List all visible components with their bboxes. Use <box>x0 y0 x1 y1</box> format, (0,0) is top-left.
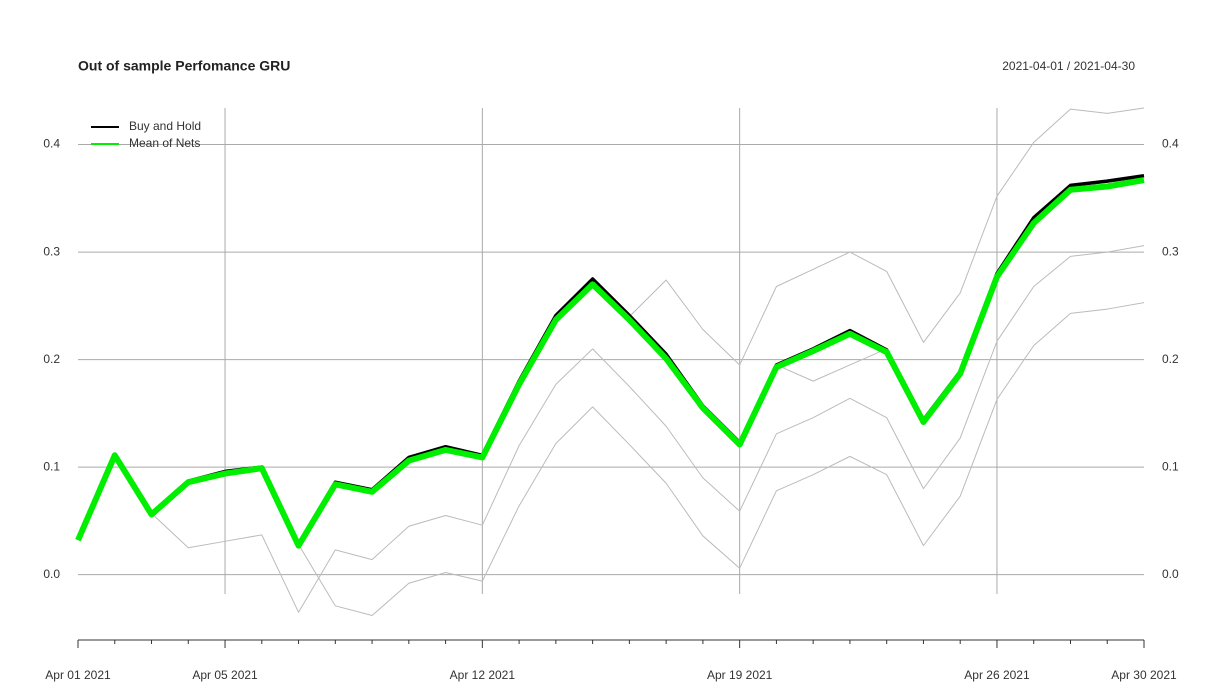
y-tick-label: 0.1 <box>43 459 60 473</box>
x-tick-label: Apr 01 2021 <box>45 668 111 682</box>
x-tick-label: Apr 26 2021 <box>964 668 1030 682</box>
series-line <box>77 107 1145 546</box>
x-tick-label: Apr 19 2021 <box>707 668 773 682</box>
x-tick-label: Apr 30 2021 <box>1111 668 1177 682</box>
y2-tick-label: 0.3 <box>1162 244 1179 258</box>
series-line <box>77 302 1145 617</box>
legend-label: Mean of Nets <box>129 136 200 150</box>
y2-tick-label: 0.0 <box>1162 567 1179 581</box>
x-tick-label: Apr 05 2021 <box>192 668 258 682</box>
y-tick-label: 0.3 <box>43 244 60 258</box>
y-tick-label: 0.0 <box>43 567 60 581</box>
y-tick-label: 0.4 <box>43 137 60 151</box>
y2-tick-label: 0.4 <box>1162 137 1179 151</box>
legend-label: Buy and Hold <box>129 119 201 133</box>
date-range: 2021-04-01 / 2021-04-30 <box>1002 59 1135 73</box>
chart-title: Out of sample Perfomance GRU <box>78 58 290 74</box>
series-line <box>77 245 1145 613</box>
series-line <box>75 177 1145 549</box>
x-tick-label: Apr 12 2021 <box>450 668 516 682</box>
y-tick-label: 0.2 <box>43 352 60 366</box>
y2-tick-label: 0.2 <box>1162 352 1179 366</box>
y2-tick-label: 0.1 <box>1162 459 1179 473</box>
